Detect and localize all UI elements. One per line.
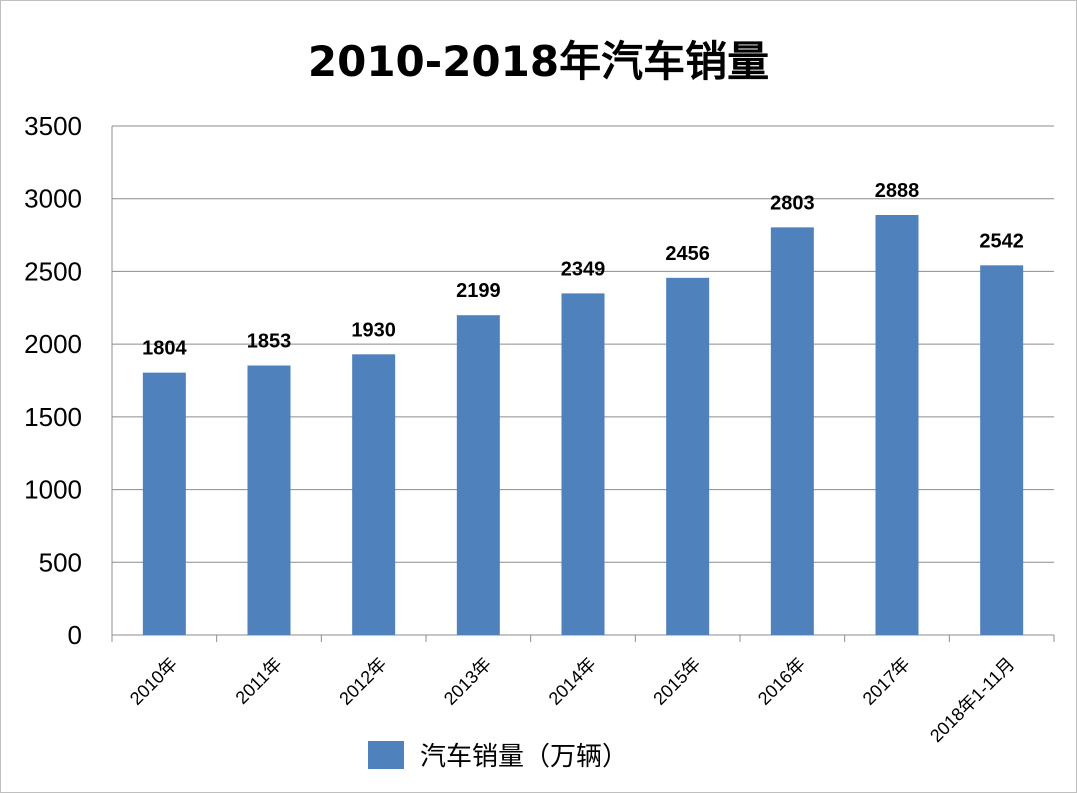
- x-tick-label: 2018年1-11月: [926, 654, 1018, 746]
- x-tick-label: 2012年: [335, 654, 390, 709]
- chart-title: 2010-2018年汽车销量: [307, 37, 770, 86]
- y-axis-ticks: 0 500 1000 1500 2000 2500 3000 3500: [24, 111, 82, 650]
- data-label: 1930: [351, 319, 396, 341]
- bar: [770, 227, 814, 635]
- legend-swatch: [368, 740, 404, 769]
- bar: [980, 265, 1024, 635]
- x-tick-label: 2013年: [440, 654, 495, 709]
- bar: [456, 315, 500, 635]
- bar: [352, 354, 396, 635]
- bar: [142, 372, 186, 635]
- x-tick-label: 2015年: [649, 654, 704, 709]
- bar: [247, 365, 291, 635]
- x-tick-label: 2011年: [232, 654, 286, 708]
- bars: [142, 215, 1024, 635]
- data-label: 2803: [770, 192, 815, 214]
- y-tick-label: 2500: [24, 256, 82, 286]
- data-label: 2542: [979, 230, 1024, 252]
- data-labels: 1804 1853 1930 2199 2349 2456 2803 2888 2542: [142, 180, 1024, 360]
- data-label: 2199: [456, 280, 501, 302]
- legend-label: 汽车销量（万辆）: [420, 742, 629, 772]
- x-axis-ticks: 2010年 2011年 2012年 2013年 2014年 2015年 2016年 2017年…: [126, 654, 1019, 746]
- data-label: 2888: [875, 180, 920, 202]
- data-label: 1804: [142, 338, 187, 360]
- x-tick-label: 2014年: [545, 654, 600, 709]
- x-tick-label: 2016年: [754, 654, 809, 709]
- data-label: 1853: [247, 331, 292, 353]
- bar: [666, 277, 710, 635]
- y-tick-label: 3500: [24, 111, 82, 141]
- y-tick-label: 500: [39, 547, 82, 577]
- x-tick-label: 2010年: [126, 654, 181, 709]
- y-tick-label: 3000: [24, 184, 82, 214]
- data-label: 2456: [665, 243, 710, 265]
- legend: 汽车销量（万辆）: [368, 736, 628, 773]
- y-tick-label: 1500: [24, 402, 82, 432]
- bar: [561, 293, 605, 635]
- y-tick-label: 0: [68, 620, 82, 650]
- x-tick-label: 2017年: [859, 654, 914, 709]
- bar: [875, 215, 919, 635]
- data-label: 2349: [561, 258, 606, 280]
- y-tick-label: 1000: [24, 475, 82, 505]
- y-tick-label: 2000: [24, 329, 82, 359]
